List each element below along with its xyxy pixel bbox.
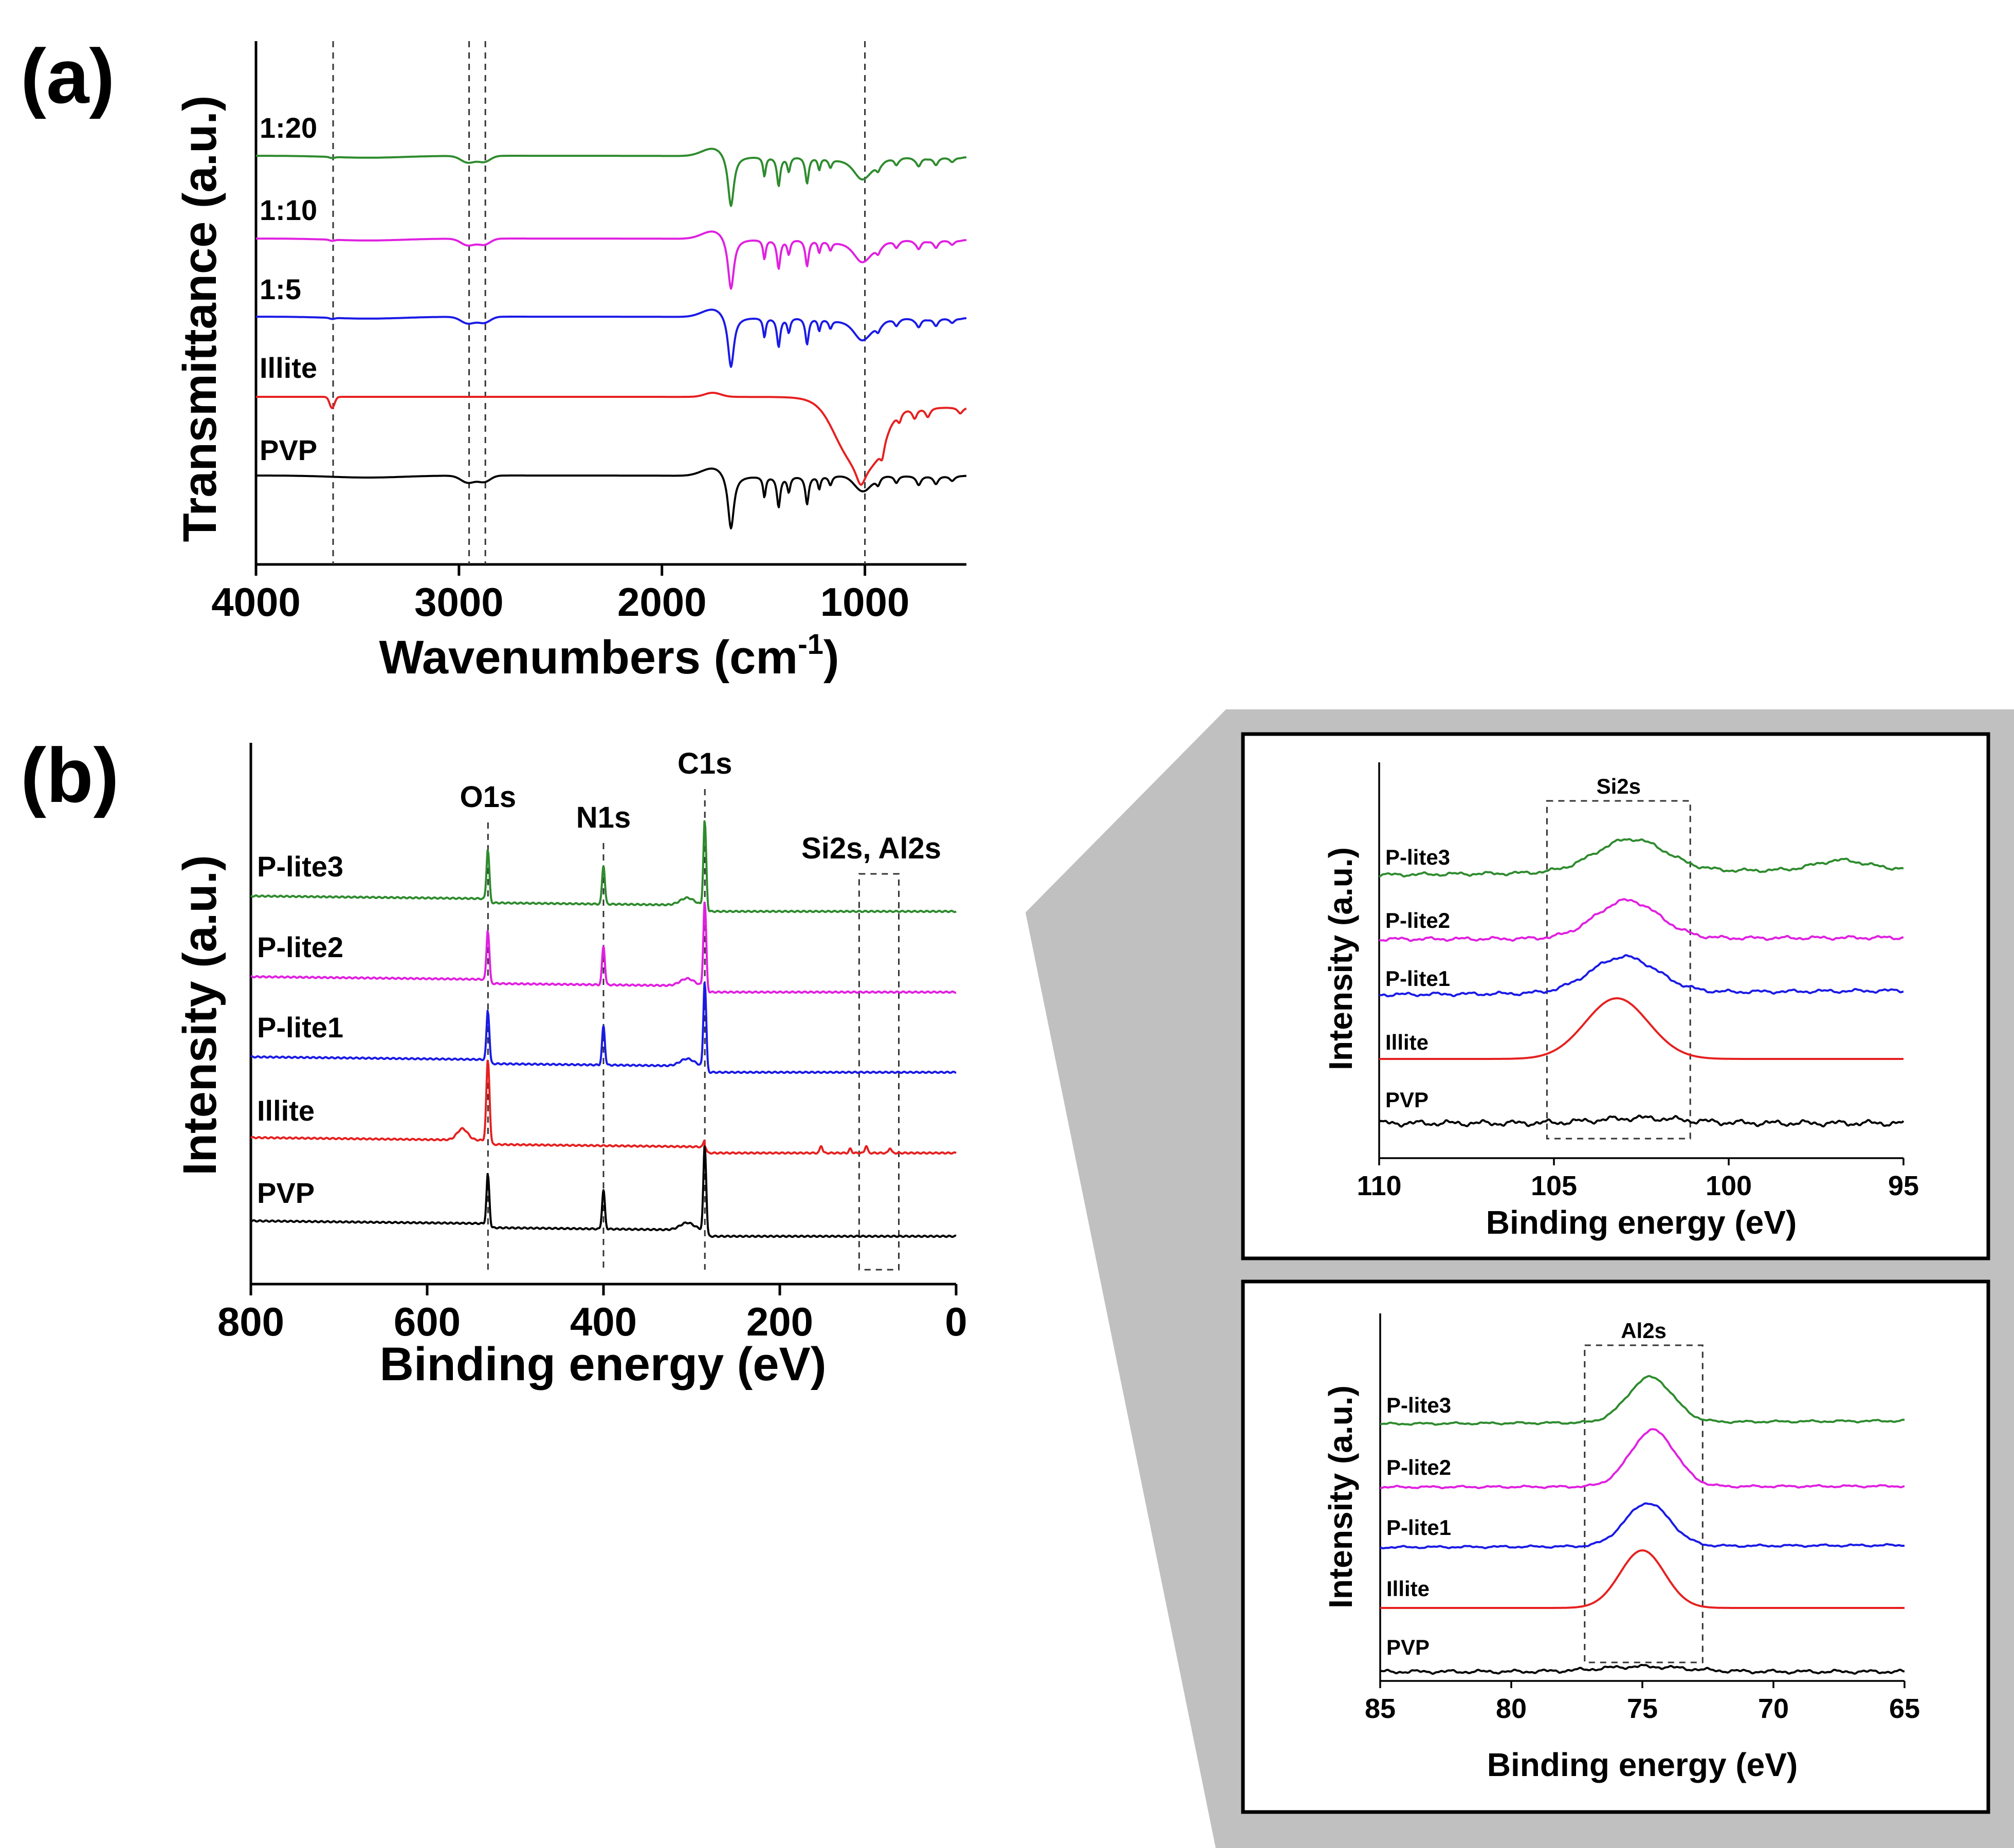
ftir-y-label: Transmittance (a.u.) [174, 95, 226, 542]
xps-peak-label-n1s: N1s [576, 801, 631, 834]
al2s-chart: 85 80 75 70 65 Al2s P-lite3 P-lite2 P-lite1 Illi… [1322, 1313, 1920, 1783]
ftir-legend-1-5: 1:5 [260, 273, 301, 305]
ftir-trace-illite [255, 392, 967, 486]
al2s-x-label: Binding energy (eV) [1487, 1746, 1798, 1783]
al2s-trace-illite [1380, 1549, 1905, 1609]
si2s-legend-p-lite2: P-lite2 [1385, 908, 1450, 932]
si2s-trace-p-lite3 [1379, 838, 1904, 878]
si2s-x-tick-label: 100 [1706, 1170, 1752, 1201]
al2s-legend-p-lite3: P-lite3 [1386, 1393, 1451, 1417]
xps-x-tick-label: 400 [570, 1299, 637, 1344]
si2s-title: Si2s [1597, 774, 1641, 798]
si2s-trace-p-lite2 [1379, 898, 1904, 942]
xps-box-label: Si2s, Al2s [801, 832, 941, 865]
si2s-x-tick-label: 95 [1888, 1170, 1919, 1201]
al2s-legend-illite: Illite [1386, 1577, 1430, 1601]
si2s-chart: 110 105 100 95 Si2s P-lite3 P-lite2 P-lite1 Ill… [1322, 762, 1919, 1241]
xps-y-label: Intensity (a.u.) [174, 855, 226, 1176]
ftir-x-tick-label: 1000 [820, 579, 910, 625]
ftir-x-tick-label: 3000 [414, 579, 504, 625]
al2s-x-tick-label: 75 [1627, 1693, 1658, 1724]
ftir-trace-1-20 [255, 148, 967, 207]
al2s-y-label: Intensity (a.u.) [1322, 1385, 1359, 1608]
ftir-x-tick-label: 4000 [211, 579, 301, 625]
al2s-legend-p-lite1: P-lite1 [1386, 1515, 1451, 1540]
xps-legend-illite: Illite [257, 1094, 315, 1127]
xps-x-tick-label: 200 [746, 1299, 813, 1344]
si2s-legend-p-lite3: P-lite3 [1385, 845, 1450, 869]
xps-peak-label-c1s: C1s [678, 747, 732, 780]
xps-trace-p-lite1 [250, 982, 957, 1074]
xps-legend-pvp: PVP [257, 1177, 315, 1209]
xps-x-label: Binding energy (eV) [380, 1338, 827, 1390]
ftir-trace-1-10 [255, 230, 967, 290]
al2s-legend-pvp: PVP [1386, 1635, 1430, 1659]
ftir-legend-1-10: 1:10 [260, 194, 317, 226]
panel-a-letter: (a) [21, 33, 115, 119]
al2s-x-tick-label: 65 [1889, 1693, 1920, 1724]
ftir-x-tick-label: 2000 [617, 579, 707, 625]
xps-trace-p-lite3 [250, 820, 957, 913]
ftir-trace-pvp [255, 467, 967, 529]
al2s-trace-pvp [1380, 1663, 1905, 1675]
xps-trace-p-lite2 [250, 901, 957, 994]
si2s-peak-box [1546, 800, 1691, 1140]
xps-legend-p-lite1: P-lite1 [257, 1011, 343, 1044]
al2s-trace-p-lite2 [1380, 1428, 1905, 1490]
xps-survey-chart: 800 600 400 200 0 O1s N1s C1s Si2s, Al2s P-lite3… [174, 743, 967, 1390]
si2s-legend-illite: Illite [1385, 1030, 1429, 1054]
ftir-legend-illite: Illite [260, 352, 317, 384]
si2s-trace-p-lite1 [1379, 954, 1904, 998]
xps-trace-illite [250, 1059, 957, 1155]
ftir-trace-1-5 [255, 308, 967, 368]
al2s-x-tick-label: 85 [1365, 1693, 1396, 1724]
xps-x-tick-label: 600 [394, 1299, 461, 1344]
al2s-peak-box [1584, 1344, 1704, 1663]
al2s-title: Al2s [1621, 1319, 1667, 1343]
panel-b-letter: (b) [21, 732, 119, 818]
si2s-legend-p-lite1: P-lite1 [1385, 966, 1450, 991]
si2s-inset-frame [1241, 732, 1990, 1260]
si2s-y-label: Intensity (a.u.) [1322, 847, 1359, 1070]
si2s-x-label: Binding energy (eV) [1486, 1204, 1797, 1241]
xps-x-tick-label: 800 [217, 1299, 284, 1344]
si2s-trace-illite [1379, 997, 1903, 1060]
si2s-trace-pvp [1378, 1114, 1905, 1128]
ftir-x-label: Wavenumbers (cm-1) [379, 628, 839, 684]
xps-peak-label-o1s: O1s [460, 780, 517, 814]
ftir-chart: 4000 3000 2000 1000 1:20 1:10 1:5 Illite PVP Wa… [174, 41, 967, 684]
xps-legend-p-lite2: P-lite2 [257, 931, 343, 963]
ftir-legend-1-20: 1:20 [260, 112, 317, 144]
al2s-legend-p-lite2: P-lite2 [1386, 1455, 1451, 1479]
xps-x-tick-label: 0 [945, 1299, 967, 1344]
ftir-legend-pvp: PVP [260, 434, 317, 466]
xps-legend-p-lite3: P-lite3 [257, 850, 343, 883]
si2s-legend-pvp: PVP [1385, 1088, 1429, 1112]
al2s-x-tick-label: 80 [1496, 1693, 1527, 1724]
si2s-x-tick-label: 110 [1357, 1170, 1401, 1201]
al2s-trace-p-lite3 [1380, 1375, 1905, 1426]
al2s-trace-p-lite1 [1380, 1502, 1905, 1549]
al2s-inset-frame [1241, 1279, 1990, 1814]
al2s-x-tick-label: 70 [1758, 1693, 1789, 1724]
xps-trace-pvp [250, 1145, 957, 1238]
si2s-x-tick-label: 105 [1531, 1170, 1577, 1201]
